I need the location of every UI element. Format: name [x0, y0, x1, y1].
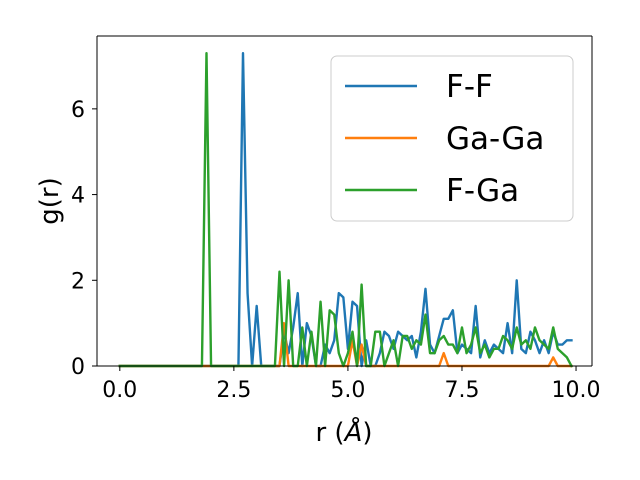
legend-label-ga-ga: Ga-Ga: [446, 121, 544, 157]
y-tick-label: 6: [71, 98, 85, 123]
y-axis-label: g(r): [35, 177, 65, 224]
legend-label-f-f: F-F: [446, 69, 493, 105]
y-axis-ticks: 0 2 4 6: [71, 98, 97, 380]
y-tick-label: 0: [71, 355, 85, 380]
x-axis-ticks: 0.0 2.5 5.0 7.5 10.0: [102, 366, 601, 403]
x-tick-label: 2.5: [216, 378, 251, 403]
x-tick-label: 0.0: [102, 378, 137, 403]
x-tick-label: 10.0: [552, 378, 601, 403]
x-tick-label: 7.5: [444, 378, 479, 403]
y-tick-label: 2: [71, 269, 85, 294]
legend-label-f-ga: F-Ga: [446, 173, 519, 209]
legend: F-F Ga-Ga F-Ga: [330, 55, 574, 222]
x-axis-label: r (Å): [315, 416, 372, 448]
axes-frame: [96, 35, 593, 367]
legend-frame: [330, 55, 574, 222]
y-tick-label: 4: [71, 184, 85, 209]
x-tick-label: 5.0: [330, 378, 365, 403]
